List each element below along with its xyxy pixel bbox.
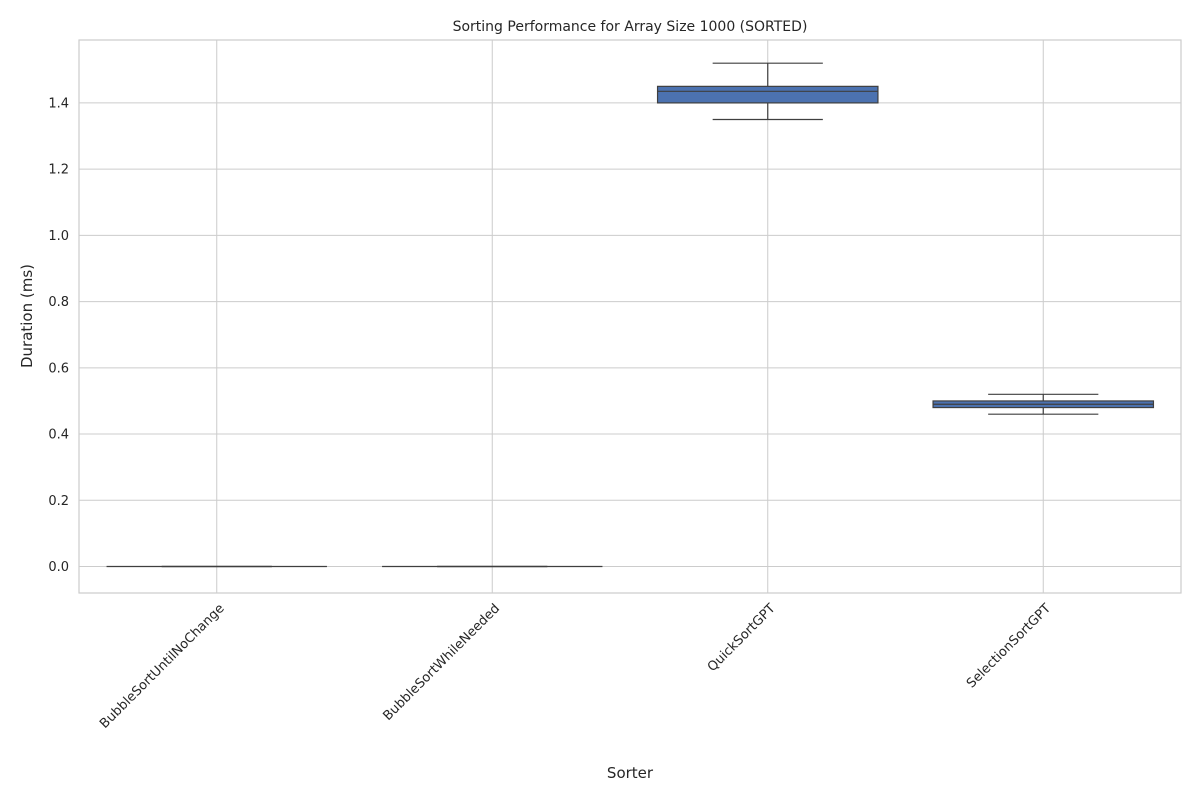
x-tick-label: QuickSortGPT bbox=[705, 601, 779, 675]
grid-layer bbox=[79, 40, 1181, 593]
chart-title: Sorting Performance for Array Size 1000 … bbox=[453, 19, 808, 35]
y-tick-label: 0.2 bbox=[48, 494, 69, 509]
iqr-box bbox=[656, 85, 879, 104]
y-tick-label: 1.4 bbox=[48, 96, 69, 111]
y-tick-label: 1.2 bbox=[48, 163, 69, 178]
box-QuickSortGPT bbox=[656, 62, 879, 121]
x-axis-label: Sorter bbox=[607, 764, 654, 782]
x-tick-label: BubbleSortUntilNoChange bbox=[97, 601, 227, 731]
plot-frame bbox=[78, 39, 1182, 594]
y-tick-label: 0.8 bbox=[48, 295, 69, 310]
y-tick-label: 0.6 bbox=[48, 361, 69, 376]
x-tick-label: SelectionSortGPT bbox=[964, 601, 1054, 691]
y-tick-label: 0.0 bbox=[48, 560, 69, 575]
y-axis-ticks: 0.0 0.2 0.4 0.6 0.8 1.0 1.2 1.4 bbox=[48, 96, 69, 575]
boxes-layer bbox=[106, 62, 1155, 568]
y-tick-label: 0.4 bbox=[48, 428, 69, 443]
x-axis-ticks: BubbleSortUntilNoChange BubbleSortWhileNe… bbox=[97, 601, 1054, 731]
x-tick-label: BubbleSortWhileNeeded bbox=[380, 601, 503, 724]
y-tick-label: 1.0 bbox=[48, 229, 69, 244]
box-SelectionSortGPT bbox=[932, 393, 1155, 415]
y-axis-label: Duration (ms) bbox=[18, 264, 36, 368]
